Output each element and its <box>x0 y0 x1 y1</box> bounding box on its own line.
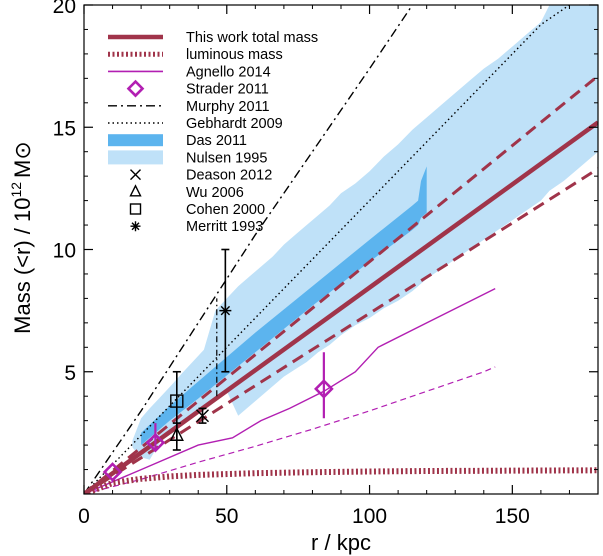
legend-item: Murphy 2011 <box>108 99 270 115</box>
legend-item: luminous mass <box>108 47 283 63</box>
x-tick-label: 0 <box>78 505 90 528</box>
point-marker <box>314 379 334 399</box>
this-work-upper-bound-line <box>84 74 598 494</box>
diamond-marker <box>314 379 334 399</box>
legend-label: Wu 2006 <box>186 185 244 201</box>
square-marker <box>129 203 142 215</box>
gebhardt-2009-line <box>84 5 570 494</box>
diamond-marker <box>145 432 166 453</box>
data-point <box>102 462 123 482</box>
legend-swatch <box>126 79 145 98</box>
legend-item: This work total mass <box>108 30 318 46</box>
x-axis-title: r / kpc <box>311 530 371 555</box>
data-point <box>314 352 334 419</box>
agnello-2014-line <box>84 287 496 494</box>
x-tick-label: 100 <box>352 505 387 528</box>
legend-item: Das 2011 <box>108 133 247 149</box>
legend-label: Gebhardt 2009 <box>186 116 283 132</box>
asterisk-marker <box>219 304 232 317</box>
point-marker <box>145 432 166 453</box>
legend-label: Merritt 1993 <box>186 219 263 235</box>
murphy-2011-line <box>84 5 413 494</box>
das-2011-band <box>141 166 427 446</box>
y-axis-title-main: Mass (<r) / 10 <box>10 198 35 334</box>
y-axis-title-unit: M⊙ <box>10 141 35 178</box>
y-tick-label: 20 <box>53 0 76 18</box>
diamond-marker <box>102 462 123 482</box>
legend-label: Murphy 2011 <box>186 99 270 115</box>
point-marker <box>102 462 123 482</box>
legend-item: Gebhardt 2009 <box>108 116 283 132</box>
x-marker <box>196 409 210 423</box>
y-tick-label: 5 <box>64 362 76 385</box>
data-point <box>170 370 184 442</box>
x-marker <box>130 169 141 181</box>
legend-label: Das 2011 <box>186 133 247 149</box>
point-marker <box>219 304 232 317</box>
point-marker <box>170 394 184 408</box>
legend-label: Nulsen 1995 <box>186 150 267 166</box>
asterisk-marker <box>130 221 141 232</box>
legend-item: Wu 2006 <box>129 184 244 201</box>
legend-swatch <box>130 221 141 232</box>
legend-item: Cohen 2000 <box>129 202 265 218</box>
diamond-marker <box>126 79 145 98</box>
data-point <box>219 248 232 373</box>
legend-swatch <box>130 169 141 181</box>
legend-swatch <box>108 134 163 147</box>
legend-item: Agnello 2014 <box>108 64 271 80</box>
square-marker <box>170 394 184 408</box>
y-axis-title-exponent: 12 <box>8 182 24 198</box>
legend-swatch <box>108 150 163 165</box>
legend-label: This work total mass <box>186 30 318 46</box>
triangle-marker <box>129 184 142 197</box>
legend-label: Cohen 2000 <box>186 202 265 218</box>
x-tick-label: 150 <box>495 505 530 528</box>
y-tick-label: 10 <box>53 240 76 263</box>
x-tick-label: 50 <box>215 505 238 528</box>
legend-item: Strader 2011 <box>126 79 269 98</box>
legend-item: Merritt 1993 <box>130 219 263 235</box>
legend-label: Agnello 2014 <box>186 64 271 80</box>
y-axis-title: Mass (<r) / 1012 M⊙ <box>8 141 35 334</box>
legend-item: Deason 2012 <box>130 168 272 184</box>
this-work-lower-bound-line <box>84 167 598 494</box>
legend-swatch <box>129 203 142 215</box>
luminous-mass-line <box>84 467 598 494</box>
legend-label: Strader 2011 <box>186 82 269 98</box>
data-point <box>196 407 210 424</box>
legend-label: Deason 2012 <box>186 168 272 184</box>
legend-label: luminous mass <box>186 47 283 63</box>
y-tick-label: 15 <box>53 117 76 140</box>
legend-swatch <box>129 184 142 197</box>
this-work-total-mass-line <box>84 120 598 494</box>
data-point <box>145 423 166 453</box>
legend-item: Nulsen 1995 <box>108 150 267 166</box>
point-marker <box>196 409 210 423</box>
